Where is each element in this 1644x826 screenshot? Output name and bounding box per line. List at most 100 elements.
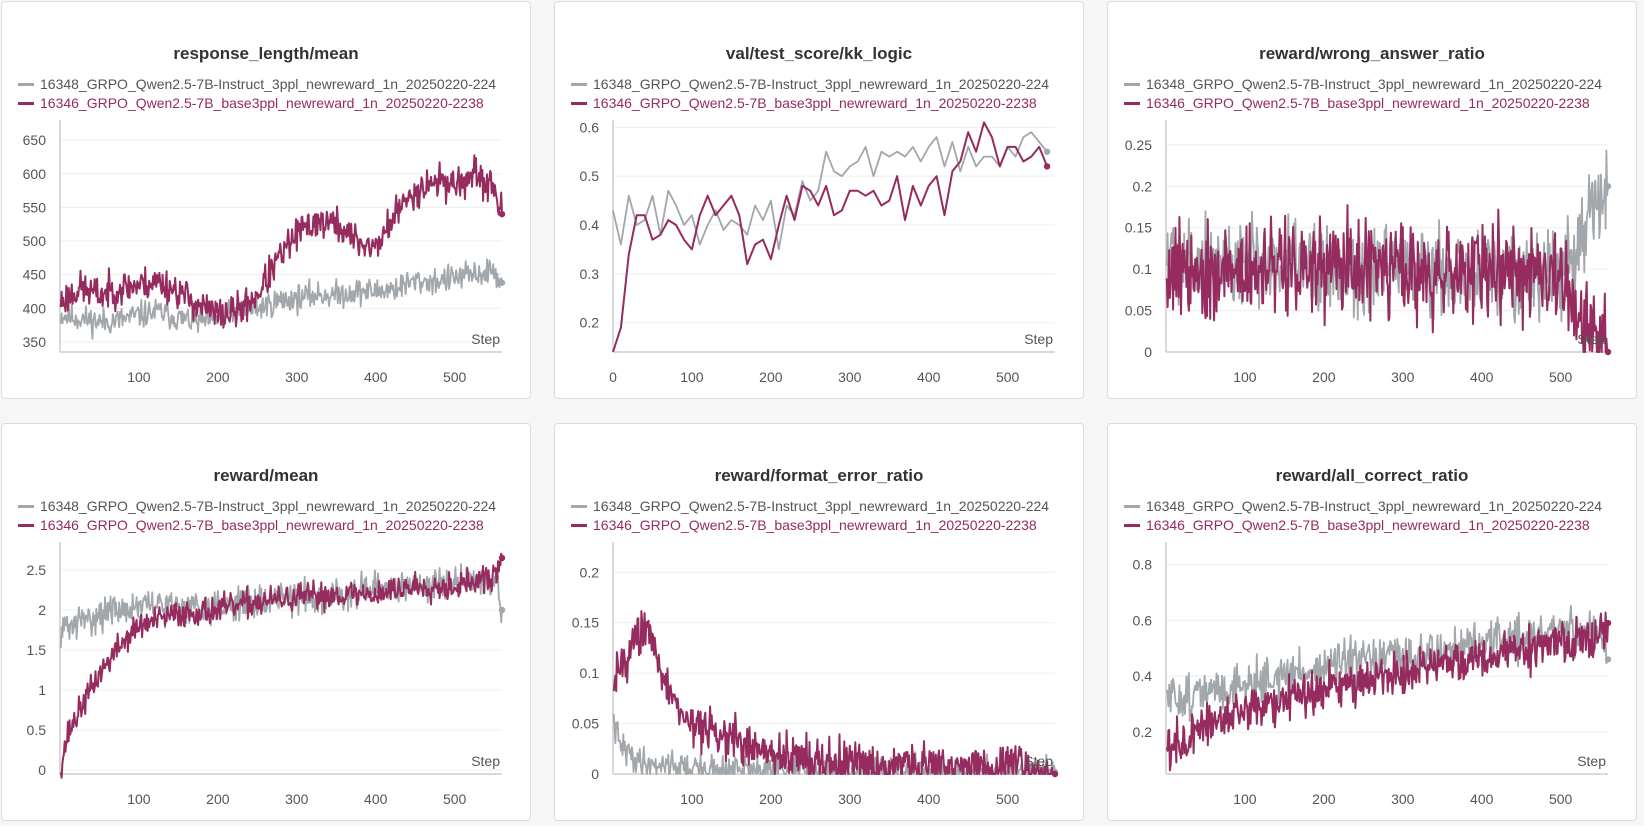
legend-label: 16346_GRPO_Qwen2.5-7B_base3ppl_newreward… bbox=[40, 517, 484, 533]
legend-label: 16346_GRPO_Qwen2.5-7B_base3ppl_newreward… bbox=[593, 517, 1037, 533]
y-tick-label: 0.4 bbox=[1133, 668, 1153, 684]
legend-item-instruct[interactable]: 16348_GRPO_Qwen2.5-7B-Instruct_3ppl_newr… bbox=[571, 75, 1075, 94]
swatch-icon bbox=[1124, 504, 1140, 508]
series-line-base bbox=[612, 121, 1049, 353]
swatch-icon bbox=[1124, 101, 1140, 105]
chart-plot[interactable]: 0 0.5 1 1.5 2 2.5 100 200 300 400 500 Step bbox=[2, 424, 531, 821]
y-tick-label: 2 bbox=[38, 602, 46, 618]
y-tick-label: 0 bbox=[591, 766, 599, 782]
legend-item-base[interactable]: 16346_GRPO_Qwen2.5-7B_base3ppl_newreward… bbox=[1124, 516, 1628, 535]
chart-plot[interactable]: 0 0.05 0.1 0.15 0.2 100 200 300 400 500 Step bbox=[555, 424, 1084, 821]
series-line-instruct bbox=[59, 258, 503, 340]
y-tick-label: 650 bbox=[23, 132, 47, 148]
y-tick-label: 400 bbox=[23, 300, 47, 316]
chart-title: response_length/mean bbox=[173, 44, 359, 63]
y-tick-label: 0.5 bbox=[27, 722, 47, 738]
legend[interactable]: 16348_GRPO_Qwen2.5-7B-Instruct_3ppl_newr… bbox=[571, 497, 1075, 535]
y-tick-label: 0.2 bbox=[1133, 724, 1153, 740]
legend[interactable]: 16348_GRPO_Qwen2.5-7B-Instruct_3ppl_newr… bbox=[18, 497, 522, 535]
x-tick-label: 500 bbox=[996, 791, 1020, 807]
x-tick-label: 400 bbox=[364, 791, 388, 807]
y-tick-label: 600 bbox=[23, 166, 47, 182]
legend-item-base[interactable]: 16346_GRPO_Qwen2.5-7B_base3ppl_newreward… bbox=[1124, 94, 1628, 113]
y-tick-label: 0.6 bbox=[580, 119, 600, 135]
x-tick-label: 200 bbox=[759, 369, 783, 385]
x-tick-label: 100 bbox=[1233, 369, 1257, 385]
series-end-marker bbox=[1604, 348, 1612, 356]
legend-item-instruct[interactable]: 16348_GRPO_Qwen2.5-7B-Instruct_3ppl_newr… bbox=[1124, 75, 1628, 94]
x-tick-label: 300 bbox=[285, 791, 309, 807]
x-tick-label: 200 bbox=[759, 791, 783, 807]
series-end-marker bbox=[498, 606, 506, 614]
y-tick-label: 0.5 bbox=[580, 168, 600, 184]
x-axis-label: Step bbox=[1577, 753, 1606, 769]
series-end-marker bbox=[1604, 619, 1612, 627]
series-end-marker bbox=[1604, 183, 1612, 190]
x-tick-label: 0 bbox=[609, 369, 617, 385]
legend[interactable]: 16348_GRPO_Qwen2.5-7B-Instruct_3ppl_newr… bbox=[18, 75, 522, 113]
x-tick-label: 400 bbox=[917, 791, 941, 807]
y-tick-label: 0.1 bbox=[1133, 261, 1153, 277]
chart-plot[interactable]: 350 400 450 500 550 600 650 100 200 300 400 500 Step bbox=[2, 2, 531, 399]
series-end-marker bbox=[498, 210, 506, 218]
y-tick-label: 450 bbox=[23, 267, 47, 283]
chart-panel-all-correct-ratio: reward/all_correct_ratio 16348_GRPO_Qwen… bbox=[1107, 423, 1637, 821]
y-tick-label: 0.8 bbox=[1133, 556, 1153, 572]
legend-item-base[interactable]: 16346_GRPO_Qwen2.5-7B_base3ppl_newreward… bbox=[18, 516, 522, 535]
x-tick-label: 300 bbox=[1391, 791, 1415, 807]
legend-item-base[interactable]: 16346_GRPO_Qwen2.5-7B_base3ppl_newreward… bbox=[571, 94, 1075, 113]
chart-panel-response-length: response_length/mean 16348_GRPO_Qwen2.5-… bbox=[1, 1, 531, 399]
series-end-marker bbox=[1043, 163, 1051, 170]
series-end-marker bbox=[1043, 148, 1051, 155]
chart-plot[interactable]: 0 0.05 0.1 0.15 0.2 0.25 100 200 300 400 500 Step bbox=[1108, 2, 1637, 399]
x-tick-label: 300 bbox=[1391, 369, 1415, 385]
series-line-base bbox=[612, 610, 1056, 775]
legend[interactable]: 16348_GRPO_Qwen2.5-7B-Instruct_3ppl_newr… bbox=[1124, 497, 1628, 535]
chart-panel-wrong-answer-ratio: reward/wrong_answer_ratio 16348_GRPO_Qwe… bbox=[1107, 1, 1637, 399]
legend-label: 16348_GRPO_Qwen2.5-7B-Instruct_3ppl_newr… bbox=[593, 76, 1050, 92]
legend-item-instruct[interactable]: 16348_GRPO_Qwen2.5-7B-Instruct_3ppl_newr… bbox=[1124, 497, 1628, 516]
y-tick-label: 0 bbox=[38, 762, 46, 778]
y-tick-label: 0.05 bbox=[572, 716, 599, 732]
legend-label: 16346_GRPO_Qwen2.5-7B_base3ppl_newreward… bbox=[1146, 517, 1590, 533]
legend-item-instruct[interactable]: 16348_GRPO_Qwen2.5-7B-Instruct_3ppl_newr… bbox=[18, 75, 522, 94]
swatch-icon bbox=[571, 504, 587, 508]
swatch-icon bbox=[571, 523, 587, 527]
y-tick-label: 0.05 bbox=[1125, 303, 1152, 319]
y-tick-label: 0.2 bbox=[1133, 178, 1153, 194]
y-tick-label: 1 bbox=[38, 682, 46, 698]
series-end-marker bbox=[1604, 656, 1612, 663]
x-tick-label: 100 bbox=[127, 369, 151, 385]
x-tick-label: 100 bbox=[1233, 791, 1257, 807]
legend-item-base[interactable]: 16346_GRPO_Qwen2.5-7B_base3ppl_newreward… bbox=[18, 94, 522, 113]
y-tick-label: 0.4 bbox=[580, 217, 600, 233]
legend-item-base[interactable]: 16346_GRPO_Qwen2.5-7B_base3ppl_newreward… bbox=[571, 516, 1075, 535]
x-tick-label: 200 bbox=[1312, 369, 1336, 385]
x-axis-label: Step bbox=[1024, 331, 1053, 347]
chart-title: reward/format_error_ratio bbox=[714, 466, 924, 485]
legend-item-instruct[interactable]: 16348_GRPO_Qwen2.5-7B-Instruct_3ppl_newr… bbox=[18, 497, 522, 516]
x-tick-label: 400 bbox=[1470, 369, 1494, 385]
chart-title: reward/wrong_answer_ratio bbox=[1259, 44, 1485, 63]
x-axis-label: Step bbox=[1024, 753, 1053, 769]
series-line-instruct bbox=[59, 563, 503, 648]
x-tick-label: 500 bbox=[1549, 791, 1573, 807]
x-tick-label: 400 bbox=[364, 369, 388, 385]
chart-title: val/test_score/kk_logic bbox=[725, 44, 913, 63]
swatch-icon bbox=[571, 82, 587, 86]
x-tick-label: 500 bbox=[996, 369, 1020, 385]
legend-item-instruct[interactable]: 16348_GRPO_Qwen2.5-7B-Instruct_3ppl_newr… bbox=[571, 497, 1075, 516]
y-tick-label: 0.2 bbox=[580, 564, 600, 580]
x-tick-label: 500 bbox=[443, 791, 467, 807]
y-tick-label: 0 bbox=[1144, 344, 1152, 360]
series-line-base bbox=[59, 552, 503, 779]
chart-plot[interactable]: 0.2 0.4 0.6 0.8 100 200 300 400 500 Step bbox=[1108, 424, 1637, 821]
x-axis-label: Step bbox=[471, 331, 500, 347]
legend[interactable]: 16348_GRPO_Qwen2.5-7B-Instruct_3ppl_newr… bbox=[571, 75, 1075, 113]
x-tick-label: 300 bbox=[838, 791, 862, 807]
legend[interactable]: 16348_GRPO_Qwen2.5-7B-Instruct_3ppl_newr… bbox=[1124, 75, 1628, 113]
chart-plot[interactable]: 0.2 0.3 0.4 0.5 0.6 0 100 200 300 400 500 Step bbox=[555, 2, 1084, 399]
swatch-icon bbox=[1124, 82, 1140, 86]
swatch-icon bbox=[571, 101, 587, 105]
y-tick-label: 0.15 bbox=[1125, 220, 1152, 236]
